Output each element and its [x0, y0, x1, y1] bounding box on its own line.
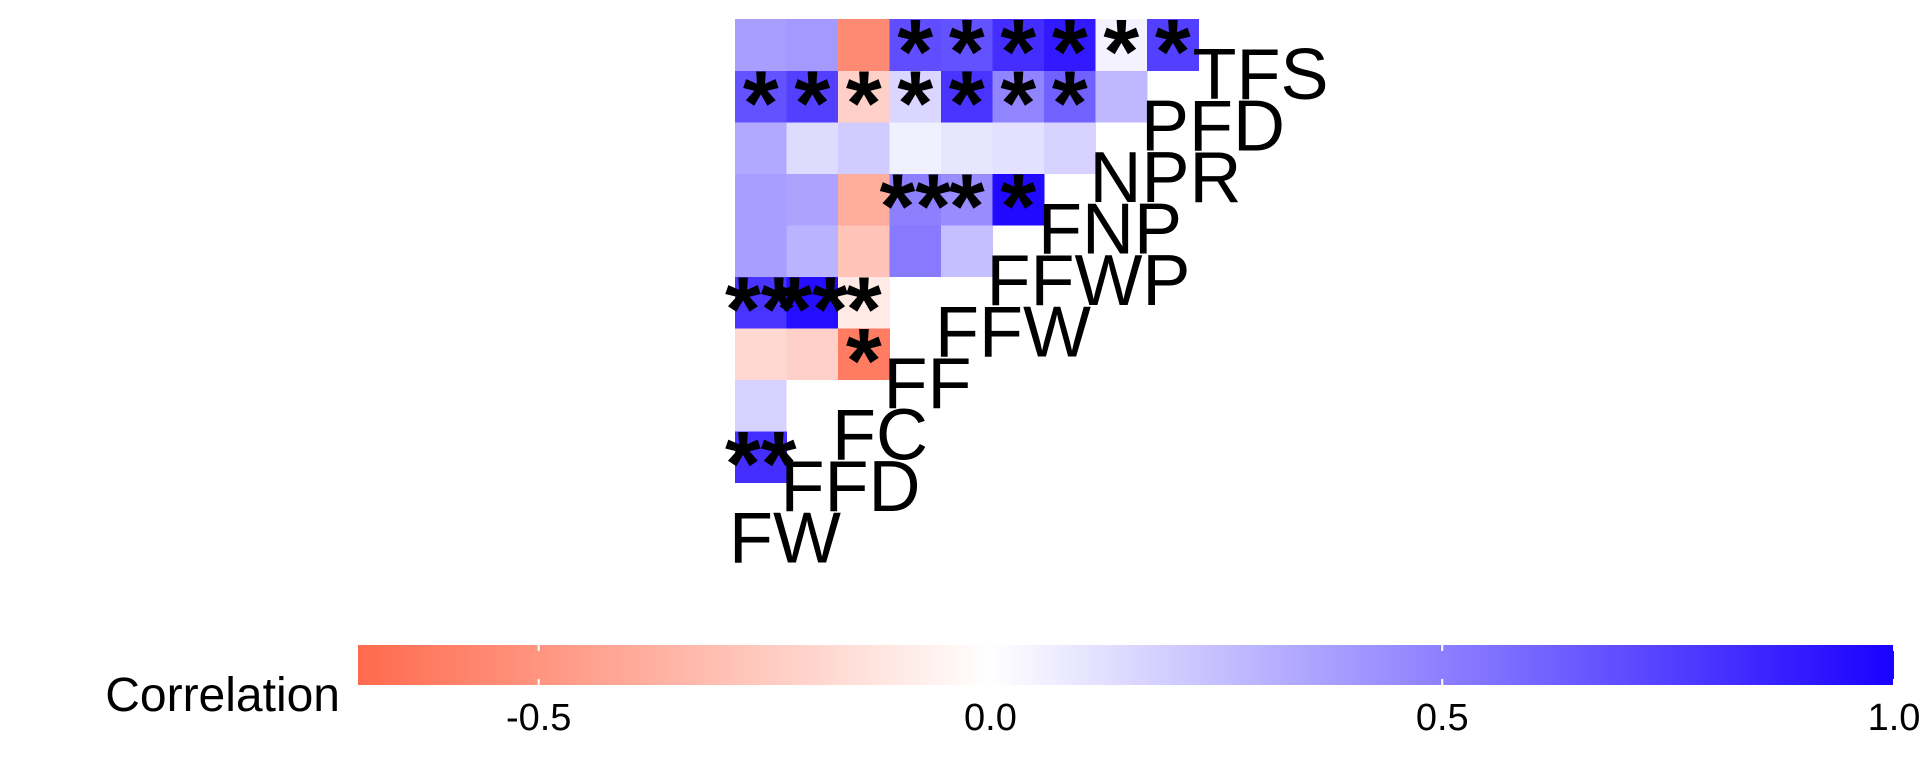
heatmap-cell-FF-FW — [735, 328, 787, 380]
heatmap-cell-FFWP-FFW — [941, 225, 993, 277]
heatmap-cell-PFD-FW — [735, 70, 787, 123]
significance-marker-PFD-FC: * — [846, 53, 882, 155]
significance-marker-FFD-FW: ** — [725, 413, 797, 515]
significance-marker-TFS-FNP: * — [1052, 1, 1088, 103]
significance-marker-TFS-FFW: * — [949, 1, 985, 103]
legend-ticks: -0.5 0.0 0.5 1.0 — [506, 645, 1920, 739]
variable-label-tfs: TFS — [1193, 35, 1329, 115]
variable-label-ffd: FFD — [781, 447, 921, 527]
significance-marker-FFW-FFD: ** — [776, 259, 848, 361]
heatmap-cell-FFWP-FW — [735, 225, 787, 277]
significance-marker-FFW-FC: * — [846, 259, 882, 361]
legend-tick-label: 1.0 — [1868, 697, 1920, 739]
heatmap-cell-FFWP-FF — [889, 225, 942, 277]
heatmap-cell-FNP-FFW — [941, 173, 993, 226]
heatmap-cell-PFD-FFD — [786, 70, 839, 123]
heatmap-cell-TFS-FF — [889, 19, 942, 71]
significance-marker-PFD-FNP: * — [1052, 53, 1088, 155]
heatmap-cell-TFS-PFD — [1147, 19, 1199, 71]
significance-marker-FNP-FFWP: * — [1000, 156, 1036, 258]
heatmap-cell-TFS-FC — [838, 19, 890, 71]
heatmap-cell-FC-FFD — [786, 379, 839, 432]
heatmap-cell-TFS-FFW — [941, 19, 993, 71]
significance-marker-TFS-NPR: * — [1103, 1, 1139, 103]
variable-label-fc: FC — [832, 395, 928, 475]
significance-marker-PFD-FFD: * — [794, 53, 830, 155]
heatmap-cell-FFW-FW — [735, 276, 787, 329]
variable-label-fnp: FNP — [1038, 189, 1182, 269]
heatmap-cell-FNP-FF — [889, 173, 942, 226]
color-legend: Correlation -0.5 0.0 0.5 1.0 — [105, 645, 1920, 739]
heatmap-cell-TFS-FFD — [786, 19, 839, 71]
heatmap-cell-FF-FFD — [786, 328, 839, 380]
heatmap-cell-NPR-FFW — [941, 122, 993, 174]
variable-label-fw: FW — [729, 498, 841, 578]
variable-label-ffwp: FFWP — [987, 241, 1191, 321]
variable-label-ffw: FFW — [935, 292, 1091, 372]
heatmap-cell-FNP-FFWP — [992, 173, 1045, 226]
heatmap-cell-FFD-FW — [735, 431, 787, 483]
heatmap-cell-TFS-FW — [735, 19, 787, 71]
heatmap-cell-FF-FC — [838, 328, 890, 380]
legend-tick-label: 0.0 — [964, 697, 1017, 739]
significance-marker-FNP-FFW: * — [949, 156, 985, 258]
heatmap-cell-FFWP-FC — [838, 225, 890, 277]
heatmap-cell-PFD-FNP — [1044, 70, 1096, 123]
heatmap-cell-NPR-FFWP — [992, 122, 1045, 174]
heatmap-cell-PFD-FF — [889, 70, 942, 123]
heatmap-cell-NPR-FFD — [786, 122, 839, 174]
significance-marker-PFD-FF: * — [897, 53, 933, 155]
heatmap-cell-PFD-FC — [838, 70, 890, 123]
heatmap-cell-FFW-FC — [838, 276, 890, 329]
heatmap-cell-FNP-FW — [735, 173, 787, 226]
heatmap-cell-PFD-NPR — [1095, 70, 1148, 123]
significance-marker-TFS-PFD: * — [1155, 1, 1191, 103]
heatmap-cell-FNP-FC — [838, 173, 890, 226]
legend-tick-label: 0.5 — [1416, 697, 1469, 739]
heatmap-cell-PFD-FFW — [941, 70, 993, 123]
variable-label-npr: NPR — [1090, 138, 1242, 218]
heatmap-cell-NPR-FW — [735, 122, 787, 174]
significance-marker-FFW-FW: ** — [725, 259, 797, 361]
significance-marker-PFD-FFW: * — [949, 53, 985, 155]
significance-marker-FF-FC: * — [846, 310, 882, 412]
significance-marker-PFD-FW: * — [743, 53, 779, 155]
significance-marker-TFS-FFWP: * — [1000, 1, 1036, 103]
heatmap-cells — [735, 19, 1199, 483]
legend-title: Correlation — [105, 669, 340, 722]
heatmap-cell-FNP-FFD — [786, 173, 839, 226]
heatmap-cell-NPR-FF — [889, 122, 942, 174]
heatmap-cell-TFS-FFWP — [992, 19, 1045, 71]
heatmap-cell-FC-FW — [735, 379, 787, 432]
significance-markers: *********** ** * * * * * ** * * * * * — [725, 1, 1191, 515]
heatmap-cell-FFWP-FFD — [786, 225, 839, 277]
significance-marker-TFS-FF: * — [897, 1, 933, 103]
legend-tick-label: -0.5 — [506, 697, 571, 739]
heatmap-cell-TFS-NPR — [1095, 19, 1148, 71]
variable-label-ff: FF — [884, 344, 972, 424]
heatmap-cell-NPR-FNP — [1044, 122, 1096, 174]
heatmap-cell-FFW-FFD — [786, 276, 839, 329]
variable-label-pfd: PFD — [1141, 86, 1285, 166]
heatmap-cell-PFD-FFWP — [992, 70, 1045, 123]
heatmap-cell-TFS-FNP — [1044, 19, 1096, 71]
significance-marker-PFD-FFWP: * — [1000, 53, 1036, 155]
heatmap-cell-NPR-FC — [838, 122, 890, 174]
legend-colorbar — [358, 645, 1894, 685]
significance-marker-FNP-FF: ** — [879, 156, 951, 258]
